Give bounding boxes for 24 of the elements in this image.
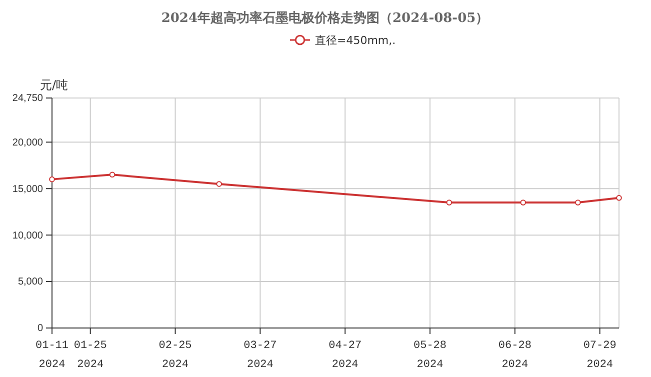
point xyxy=(109,172,116,178)
x-tick-label: 01-11 2024 xyxy=(35,340,69,371)
y-tick-label: 24,750 xyxy=(12,93,44,104)
point xyxy=(446,200,452,206)
point xyxy=(49,176,55,182)
x-tick-label: 01-25 2024 xyxy=(74,340,107,371)
legend-label: 直径=450mm,. xyxy=(315,34,396,47)
x-tick-label: 02-25 2024 xyxy=(158,340,192,371)
x-tick-label: 03-27 2024 xyxy=(244,340,277,371)
x-tick-label: 05-28 2024 xyxy=(413,340,447,371)
point xyxy=(575,200,581,206)
y-tick-label: 5,000 xyxy=(18,276,44,288)
point xyxy=(520,200,526,206)
point xyxy=(216,181,222,187)
y-tick-label: 0 xyxy=(37,323,44,334)
x-tick-label: 07-29 2024 xyxy=(583,340,616,371)
y-tick-label: 15,000 xyxy=(12,184,44,195)
y-tick-label: 10,000 xyxy=(12,230,44,242)
y-axis-title: 元/吨 xyxy=(40,78,68,92)
x-tick-label: 06-28 2024 xyxy=(498,340,532,371)
y-tick-label: 20,000 xyxy=(12,137,44,148)
chart-title: 2024年超高功率石墨电极价格走势图（2024-08-05） xyxy=(161,10,489,26)
point xyxy=(616,195,622,201)
x-tick-label: 04-27 2024 xyxy=(328,340,362,371)
